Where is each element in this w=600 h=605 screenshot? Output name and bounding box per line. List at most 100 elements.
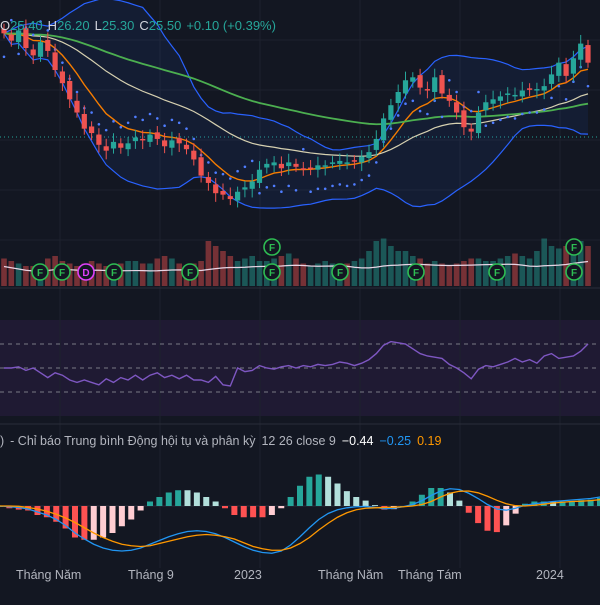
candle bbox=[505, 87, 511, 103]
macd-histogram-bar bbox=[306, 476, 313, 506]
candle-body bbox=[505, 93, 511, 95]
candle-body bbox=[96, 134, 102, 145]
volume-bar bbox=[139, 263, 146, 286]
candle bbox=[432, 68, 438, 101]
sar-dot bbox=[572, 80, 575, 84]
candle bbox=[329, 156, 336, 169]
x-axis-label: 2024 bbox=[536, 568, 564, 582]
candle bbox=[59, 66, 65, 91]
macd-histogram-bar bbox=[165, 492, 172, 506]
sar-dot bbox=[236, 169, 239, 173]
event-marker-label: F bbox=[111, 268, 117, 279]
sar-dot bbox=[31, 33, 35, 37]
candle-body bbox=[264, 163, 270, 168]
volume-bar bbox=[446, 266, 453, 286]
candle bbox=[176, 133, 182, 152]
sar-dot bbox=[126, 121, 130, 125]
ohlc-close: C25.50 bbox=[139, 17, 182, 33]
candle-body bbox=[410, 77, 416, 82]
candle-body bbox=[402, 80, 409, 94]
event-marker[interactable]: F bbox=[181, 263, 199, 281]
macd-histogram-bar bbox=[456, 500, 463, 506]
ohlc-high: H26.20 bbox=[47, 17, 90, 33]
event-marker[interactable]: F bbox=[407, 263, 425, 281]
parabolic-sar bbox=[2, 18, 590, 195]
macd-histogram-bar bbox=[362, 500, 369, 506]
candle bbox=[183, 138, 190, 155]
event-marker-circle bbox=[31, 263, 49, 281]
macd-histogram-bar bbox=[100, 506, 107, 538]
volume-bar bbox=[483, 261, 489, 286]
macd-histogram-bar bbox=[353, 497, 360, 506]
candle-body bbox=[454, 102, 460, 113]
candlesticks[interactable] bbox=[1, 19, 591, 208]
candle-body bbox=[37, 42, 44, 57]
sar-dot bbox=[367, 174, 371, 177]
candle bbox=[1, 23, 7, 39]
bollinger-bands bbox=[3, 0, 589, 209]
event-marker[interactable]: F bbox=[488, 263, 506, 281]
candle-body bbox=[249, 181, 255, 189]
macd-legend-params: 12 26 close 9 bbox=[261, 434, 336, 448]
candle bbox=[278, 156, 284, 177]
candle-body bbox=[191, 150, 197, 160]
macd-legend[interactable]: ) - Chỉ báo Trung bình Động hội tụ và ph… bbox=[0, 434, 441, 448]
macd-histogram-bar bbox=[193, 492, 200, 506]
macd-histogram-bar bbox=[147, 501, 153, 506]
volume-bar bbox=[380, 238, 387, 286]
candle-body bbox=[512, 94, 518, 97]
sar-dot bbox=[506, 115, 510, 119]
macd-histogram-bar bbox=[512, 506, 519, 514]
signal-line bbox=[0, 490, 600, 551]
histogram-value: 0.19 bbox=[417, 434, 442, 448]
event-marker[interactable]: F bbox=[263, 238, 281, 256]
event-marker[interactable]: F bbox=[263, 263, 281, 281]
sar-dot bbox=[542, 108, 546, 111]
candle bbox=[490, 90, 496, 111]
macd-histogram-bar bbox=[297, 485, 303, 506]
macd-histogram-bar bbox=[25, 506, 32, 511]
candle-body bbox=[322, 165, 328, 167]
candle-body bbox=[176, 138, 182, 144]
event-marker[interactable]: F bbox=[565, 263, 583, 281]
candle-body bbox=[439, 75, 445, 94]
event-marker[interactable]: F bbox=[331, 263, 349, 281]
volume-bar bbox=[351, 261, 358, 286]
event-marker-label: F bbox=[571, 268, 577, 279]
event-marker-label: F bbox=[494, 268, 500, 279]
sar-dot bbox=[528, 111, 531, 114]
sar-dot bbox=[112, 120, 115, 123]
macd-histogram-bar bbox=[343, 491, 350, 506]
candle bbox=[351, 155, 357, 169]
event-marker-label: F bbox=[571, 243, 577, 254]
event-marker[interactable]: F bbox=[105, 263, 123, 281]
volume-bar bbox=[234, 261, 241, 286]
candle-body bbox=[110, 141, 117, 149]
event-marker[interactable]: F bbox=[565, 238, 583, 256]
volume-bar bbox=[212, 246, 219, 286]
sar-dot bbox=[39, 20, 42, 23]
volume-bar bbox=[15, 263, 22, 286]
sar-dot bbox=[141, 118, 144, 122]
volume-bar bbox=[526, 258, 533, 286]
time-axis[interactable]: Tháng Năm Tháng 9 2023 Tháng Năm Tháng T… bbox=[0, 568, 600, 588]
event-marker[interactable]: D bbox=[77, 263, 95, 281]
sar-dot bbox=[272, 184, 276, 188]
event-marker[interactable]: F bbox=[31, 263, 49, 281]
macd-histogram-bar bbox=[34, 506, 41, 515]
bollinger-lower bbox=[3, 33, 589, 209]
event-markers[interactable]: F F D F F F F F F F F F bbox=[31, 238, 583, 281]
event-marker[interactable]: F bbox=[53, 263, 71, 281]
candle bbox=[140, 130, 146, 150]
sar-dot bbox=[185, 127, 188, 130]
candle bbox=[337, 153, 343, 170]
macd-histogram-bar bbox=[475, 506, 482, 524]
sar-dot bbox=[250, 159, 254, 163]
candle-body bbox=[366, 152, 372, 158]
candle-body bbox=[59, 71, 65, 84]
volume-bar bbox=[1, 258, 7, 286]
candle bbox=[125, 137, 131, 157]
candle bbox=[388, 98, 394, 128]
